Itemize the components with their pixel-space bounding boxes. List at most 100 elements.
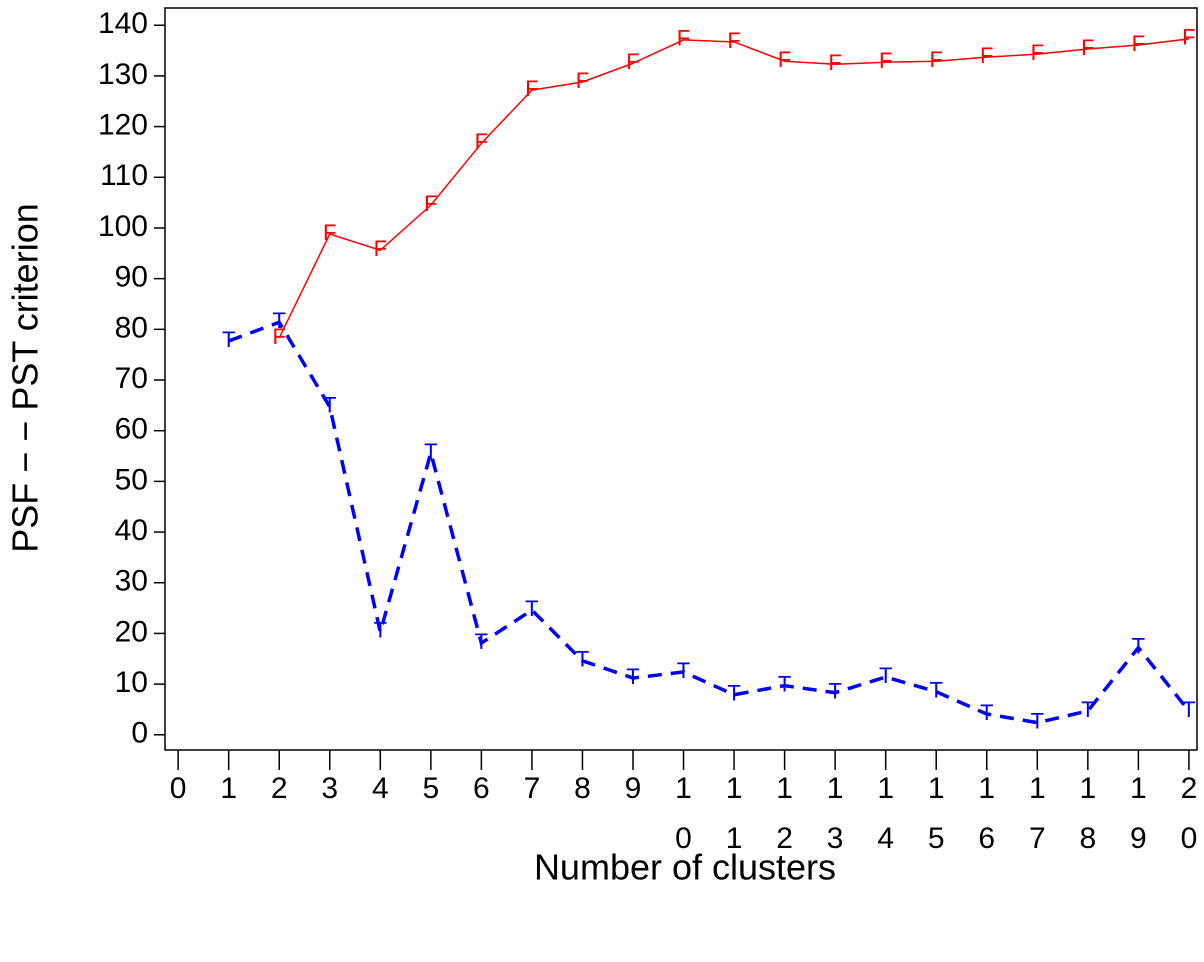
point-marker: T bbox=[576, 647, 589, 672]
x-tick-label: 5 bbox=[422, 772, 439, 805]
x-tick-label: 9 bbox=[625, 772, 642, 805]
x-tick-digit: 1 bbox=[978, 772, 995, 805]
x-axis-label: Number of clusters bbox=[534, 847, 836, 888]
x-tick-label: 1 bbox=[220, 772, 237, 805]
x-tick-digit: 1 bbox=[1130, 772, 1147, 805]
point-marker: F bbox=[525, 76, 538, 101]
point-marker: T bbox=[222, 327, 235, 352]
x-tick-label: 2 bbox=[271, 772, 288, 805]
point-marker: F bbox=[626, 49, 639, 74]
y-tick-label: 110 bbox=[100, 159, 148, 192]
y-tick-label: 90 bbox=[115, 261, 148, 294]
x-tick-label: 3 bbox=[321, 772, 338, 805]
point-marker: T bbox=[1081, 697, 1094, 722]
point-marker: T bbox=[1182, 697, 1195, 722]
x-tick-label: 7 bbox=[524, 772, 541, 805]
y-tick-label: 40 bbox=[115, 514, 148, 547]
y-tick-label: 0 bbox=[131, 717, 148, 750]
point-marker: T bbox=[677, 658, 690, 683]
series-line bbox=[228, 320, 1191, 725]
x-tick-digit: 2 bbox=[1181, 772, 1198, 805]
point-marker: F bbox=[475, 129, 488, 154]
point-marker: F bbox=[374, 236, 387, 261]
x-tick-digit: 0 bbox=[675, 822, 692, 855]
x-tick-digit: 8 bbox=[1079, 822, 1096, 855]
y-tick-label: 10 bbox=[115, 666, 148, 699]
x-tick-digit: 7 bbox=[1029, 822, 1046, 855]
x-tick-digit: 1 bbox=[827, 772, 844, 805]
point-marker: T bbox=[323, 393, 336, 418]
x-tick-digit: 1 bbox=[1029, 772, 1046, 805]
x-tick-digit: 9 bbox=[1130, 822, 1147, 855]
y-tick-label: 120 bbox=[98, 109, 148, 142]
point-marker: F bbox=[576, 68, 589, 93]
y-tick-label: 20 bbox=[115, 615, 148, 648]
y-tick-label: 30 bbox=[115, 565, 148, 598]
point-marker: F bbox=[424, 191, 437, 216]
point-marker: T bbox=[626, 664, 639, 689]
y-tick-label: 70 bbox=[115, 362, 148, 395]
point-marker: T bbox=[424, 439, 437, 464]
point-marker: F bbox=[727, 28, 740, 53]
point-marker: T bbox=[828, 679, 841, 704]
y-tick-label: 50 bbox=[115, 463, 148, 496]
y-tick-label: 140 bbox=[98, 7, 148, 40]
point-marker: F bbox=[879, 48, 892, 73]
series-line bbox=[278, 38, 1189, 339]
point-marker: T bbox=[1132, 633, 1145, 658]
x-tick-digit: 1 bbox=[726, 772, 743, 805]
x-tick-digit: 2 bbox=[776, 822, 793, 855]
point-marker: T bbox=[525, 596, 538, 621]
point-marker: F bbox=[828, 50, 841, 75]
x-tick-digit: 5 bbox=[928, 822, 945, 855]
point-marker: F bbox=[929, 47, 942, 72]
point-marker: F bbox=[980, 43, 993, 68]
x-tick-label: 8 bbox=[574, 772, 591, 805]
y-tick-label: 60 bbox=[115, 413, 148, 446]
x-tick-digit: 1 bbox=[726, 822, 743, 855]
point-marker: T bbox=[879, 663, 892, 688]
point-marker: F bbox=[677, 26, 690, 51]
y-tick-label: 80 bbox=[115, 311, 148, 344]
x-tick-digit: 4 bbox=[877, 822, 894, 855]
point-marker: F bbox=[1031, 40, 1044, 65]
x-tick-digit: 0 bbox=[1181, 822, 1198, 855]
point-marker: T bbox=[929, 678, 942, 703]
y-axis-label: PSF − − PST criterion bbox=[5, 203, 46, 552]
point-marker: T bbox=[727, 681, 740, 706]
x-tick-label: 4 bbox=[372, 772, 389, 805]
point-marker: T bbox=[980, 700, 993, 725]
point-marker: T bbox=[374, 618, 387, 643]
x-tick-digit: 1 bbox=[1079, 772, 1096, 805]
x-tick-digit: 1 bbox=[776, 772, 793, 805]
y-tick-label: 100 bbox=[98, 210, 148, 243]
x-tick-digit: 6 bbox=[978, 822, 995, 855]
point-marker: T bbox=[475, 629, 488, 654]
x-tick-label: 6 bbox=[473, 772, 490, 805]
point-marker: T bbox=[778, 671, 791, 696]
point-marker: F bbox=[1081, 35, 1094, 60]
point-marker: F bbox=[272, 324, 285, 349]
point-marker: T bbox=[272, 308, 285, 333]
point-marker: F bbox=[323, 220, 336, 245]
x-tick-digit: 3 bbox=[827, 822, 844, 855]
y-tick-label: 130 bbox=[98, 58, 148, 91]
x-tick-label: 0 bbox=[170, 772, 187, 805]
x-tick-digit: 1 bbox=[928, 772, 945, 805]
point-marker: F bbox=[1182, 25, 1195, 50]
x-tick-digit: 1 bbox=[675, 772, 692, 805]
point-marker: F bbox=[1132, 31, 1145, 56]
point-marker: T bbox=[1031, 708, 1044, 733]
